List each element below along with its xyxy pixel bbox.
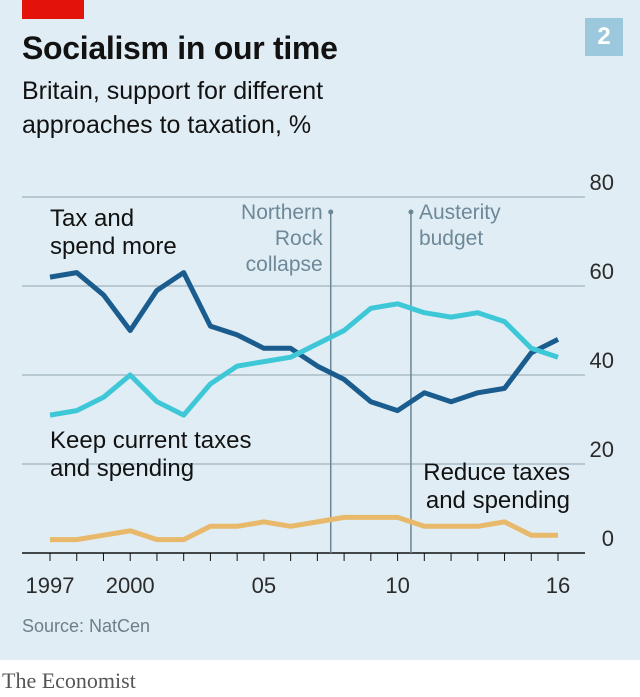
event-label: Rock	[275, 227, 323, 250]
series-label: Tax and	[50, 205, 134, 232]
x-tick-label: 2000	[106, 573, 155, 598]
event-marker	[328, 209, 334, 215]
x-tick-label: 05	[252, 573, 276, 598]
y-tick-label: 0	[602, 526, 614, 551]
chart-card	[0, 0, 640, 660]
x-tick-label: 16	[546, 573, 570, 598]
series-label: and spending	[50, 455, 194, 482]
chart-title: Socialism in our time	[22, 30, 338, 66]
y-tick-label: 80	[590, 170, 614, 195]
line-chart: 0 20 40 60 80 1997 2000 05 10 16 Northern Rock colla…	[22, 170, 614, 598]
event-label: collapse	[246, 253, 323, 276]
brand-red-tag	[22, 0, 84, 19]
series-label: Reduce taxes	[423, 459, 570, 486]
series-label: spend more	[50, 233, 177, 260]
y-tick-label: 40	[590, 348, 614, 373]
event-label: budget	[419, 227, 483, 250]
y-tick-label: 60	[590, 259, 614, 284]
chart-number-badge: 2	[585, 18, 623, 56]
y-tick-label: 20	[590, 437, 614, 462]
chart-subtitle: Britain, support for different approache…	[22, 77, 324, 139]
x-tick-label: 10	[385, 573, 409, 598]
series-line	[49, 301, 559, 418]
economist-logo-text: The Economist	[2, 668, 136, 693]
x-tick-label: 1997	[26, 573, 75, 598]
series-label: Keep current taxes	[50, 427, 251, 454]
event-label: Northern	[241, 201, 323, 224]
event-marker	[408, 209, 414, 215]
series-line	[49, 270, 560, 414]
source-note: Source: NatCen	[22, 616, 151, 636]
series-label: and spending	[426, 487, 570, 514]
event-label: Austerity	[419, 201, 501, 224]
series-line	[50, 514, 558, 543]
